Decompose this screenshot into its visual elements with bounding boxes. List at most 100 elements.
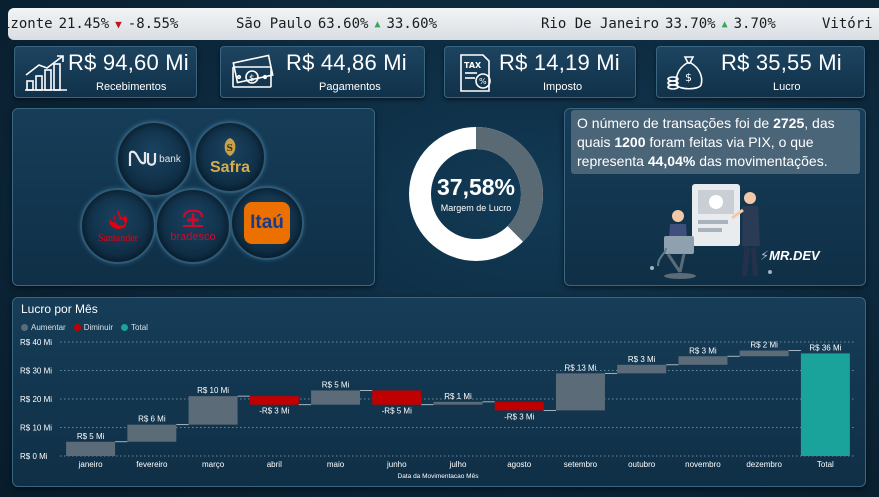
bar-increase bbox=[433, 401, 483, 405]
kpi-value: R$ 44,86 Mi bbox=[286, 50, 407, 75]
ticker-city: Rio De Janeiro bbox=[541, 16, 660, 32]
y-tick-label: R$ 40 Mi bbox=[20, 338, 52, 347]
bar-increase bbox=[311, 390, 361, 405]
margin-value: 37,58% bbox=[436, 174, 515, 200]
brand-label: MR.DEV bbox=[769, 248, 820, 263]
bar-decrease bbox=[494, 401, 544, 411]
x-axis-title: Data da Movimentacao Mês bbox=[398, 473, 480, 480]
ticker-pct: 21.45% bbox=[58, 16, 110, 32]
safra-crest-icon: S bbox=[224, 138, 236, 156]
ticker-change: 33.60% bbox=[386, 16, 438, 32]
kpi-label: Pagamentos bbox=[319, 81, 381, 93]
x-tick-label: julho bbox=[449, 460, 467, 469]
kpi-card-recebimentos[interactable]: R$ 94,60 Mi Recebimentos bbox=[14, 46, 197, 98]
legend-item-total[interactable]: Total bbox=[121, 323, 148, 332]
bank-logo-bradesco[interactable]: bradesco bbox=[155, 188, 231, 264]
kpi-card-lucro[interactable]: $ R$ 35,55 Mi Lucro bbox=[656, 46, 865, 98]
nubank-label: bank bbox=[159, 153, 181, 165]
x-tick-label: junho bbox=[386, 460, 407, 469]
data-label: R$ 5 Mi bbox=[322, 380, 350, 389]
bar-increase bbox=[555, 373, 605, 411]
bradesco-tree-icon bbox=[182, 209, 204, 227]
y-tick-label: R$ 20 Mi bbox=[20, 395, 52, 404]
ticker-city: Vitóri bbox=[822, 16, 873, 32]
city-ticker: izonte 21.45% ▼ -8.55% São Paulo 63.60% … bbox=[8, 8, 879, 40]
profit-margin-donut bbox=[409, 127, 543, 261]
data-label: -R$ 5 Mi bbox=[382, 407, 412, 416]
x-tick-label: outubro bbox=[628, 460, 656, 469]
x-tick-label: janeiro bbox=[78, 460, 104, 469]
donut-margin-arc bbox=[409, 127, 543, 261]
x-tick-label: fevereiro bbox=[136, 460, 168, 469]
cash-payment-icon: $ bbox=[232, 54, 274, 88]
santander-flame-icon bbox=[109, 209, 128, 229]
santander-label: Santander bbox=[98, 232, 138, 244]
ticker-item: São Paulo 63.60% ▲ 33.60% bbox=[236, 16, 437, 32]
bank-logo-itau[interactable]: Itaú bbox=[230, 186, 304, 260]
x-tick-label: abril bbox=[267, 460, 282, 469]
x-tick-label: Total bbox=[817, 460, 834, 469]
legend-item-decrease[interactable]: Diminuir bbox=[73, 323, 113, 332]
bar-decrease bbox=[249, 396, 299, 405]
svg-text:TAX: TAX bbox=[464, 61, 482, 70]
team-illustration bbox=[650, 184, 772, 279]
down-triangle-icon: ▼ bbox=[115, 17, 122, 31]
brand-mark-icon: ⚡ bbox=[760, 248, 770, 263]
itau-label: Itaú bbox=[250, 212, 284, 233]
ticker-pct: 63.60% bbox=[317, 16, 369, 32]
margin-label: Margem de Lucro bbox=[440, 203, 512, 213]
bar-decrease bbox=[372, 390, 422, 405]
svg-text:%: % bbox=[479, 77, 487, 86]
kpi-card-pagamentos[interactable]: $ R$ 44,86 Mi Pagamentos bbox=[220, 46, 425, 98]
data-label: R$ 2 Mi bbox=[750, 341, 778, 350]
ticker-item: Rio De Janeiro 33.70% ▲ 3.70% bbox=[541, 16, 776, 32]
growth-chart-icon bbox=[25, 55, 67, 91]
kpi-value: R$ 94,60 Mi bbox=[68, 50, 189, 75]
kpi-value: R$ 14,19 Mi bbox=[499, 50, 620, 75]
svg-text:S: S bbox=[227, 144, 234, 154]
kpi-card-imposto[interactable]: TAX % R$ 14,19 Mi Imposto bbox=[444, 46, 636, 98]
x-tick-label: maio bbox=[327, 460, 345, 469]
data-label: R$ 5 Mi bbox=[77, 432, 105, 441]
data-label: R$ 3 Mi bbox=[628, 355, 656, 364]
y-tick-label: R$ 30 Mi bbox=[20, 367, 52, 376]
bradesco-label: bradesco bbox=[170, 231, 216, 243]
safra-label: Safra bbox=[209, 159, 251, 176]
y-tick-label: R$ 10 Mi bbox=[20, 424, 52, 433]
tax-document-icon: TAX % bbox=[460, 54, 491, 92]
x-tick-label: março bbox=[202, 460, 225, 469]
svg-text:$: $ bbox=[685, 71, 692, 84]
chart-legend: Aumentar Diminuir Total bbox=[21, 323, 148, 332]
data-label: -R$ 3 Mi bbox=[259, 407, 289, 416]
data-label: R$ 36 Mi bbox=[809, 343, 841, 352]
bank-logo-nubank[interactable]: bank bbox=[116, 121, 192, 197]
ticker-pct: 33.70% bbox=[665, 16, 716, 32]
kpi-value: R$ 35,55 Mi bbox=[721, 50, 842, 75]
bar-increase bbox=[127, 424, 177, 442]
ticker-item: izonte 21.45% ▼ -8.55% bbox=[8, 16, 178, 32]
x-tick-label: setembro bbox=[564, 460, 598, 469]
x-tick-label: agosto bbox=[507, 460, 532, 469]
data-label: R$ 13 Mi bbox=[564, 363, 596, 372]
data-label: R$ 6 Mi bbox=[138, 415, 166, 424]
bar-increase bbox=[617, 364, 667, 374]
bank-logo-safra[interactable]: S Safra bbox=[194, 121, 266, 193]
transactions-info-text: O número de transações foi de 2725, das … bbox=[571, 110, 860, 174]
ticker-change: -8.55% bbox=[127, 16, 179, 32]
donut-center-text: 37,58% Margem de Lucro bbox=[408, 174, 544, 213]
up-triangle-icon: ▲ bbox=[721, 18, 728, 30]
chart-title: Lucro por Mês bbox=[21, 302, 98, 316]
itau-logo-square: Itaú bbox=[244, 202, 290, 244]
x-tick-label: dezembro bbox=[746, 460, 782, 469]
money-bag-icon: $ bbox=[667, 56, 703, 90]
nubank-logo-icon bbox=[129, 150, 157, 166]
ticker-city: izonte bbox=[8, 16, 53, 32]
kpi-label: Recebimentos bbox=[96, 81, 167, 93]
ticker-item: Vitóri bbox=[822, 16, 873, 32]
kpi-label: Imposto bbox=[543, 81, 583, 93]
profit-chart-panel bbox=[12, 297, 866, 487]
ticker-city: São Paulo bbox=[236, 16, 312, 32]
legend-item-increase[interactable]: Aumentar bbox=[21, 323, 66, 332]
y-tick-label: R$ 0 Mi bbox=[20, 452, 48, 461]
